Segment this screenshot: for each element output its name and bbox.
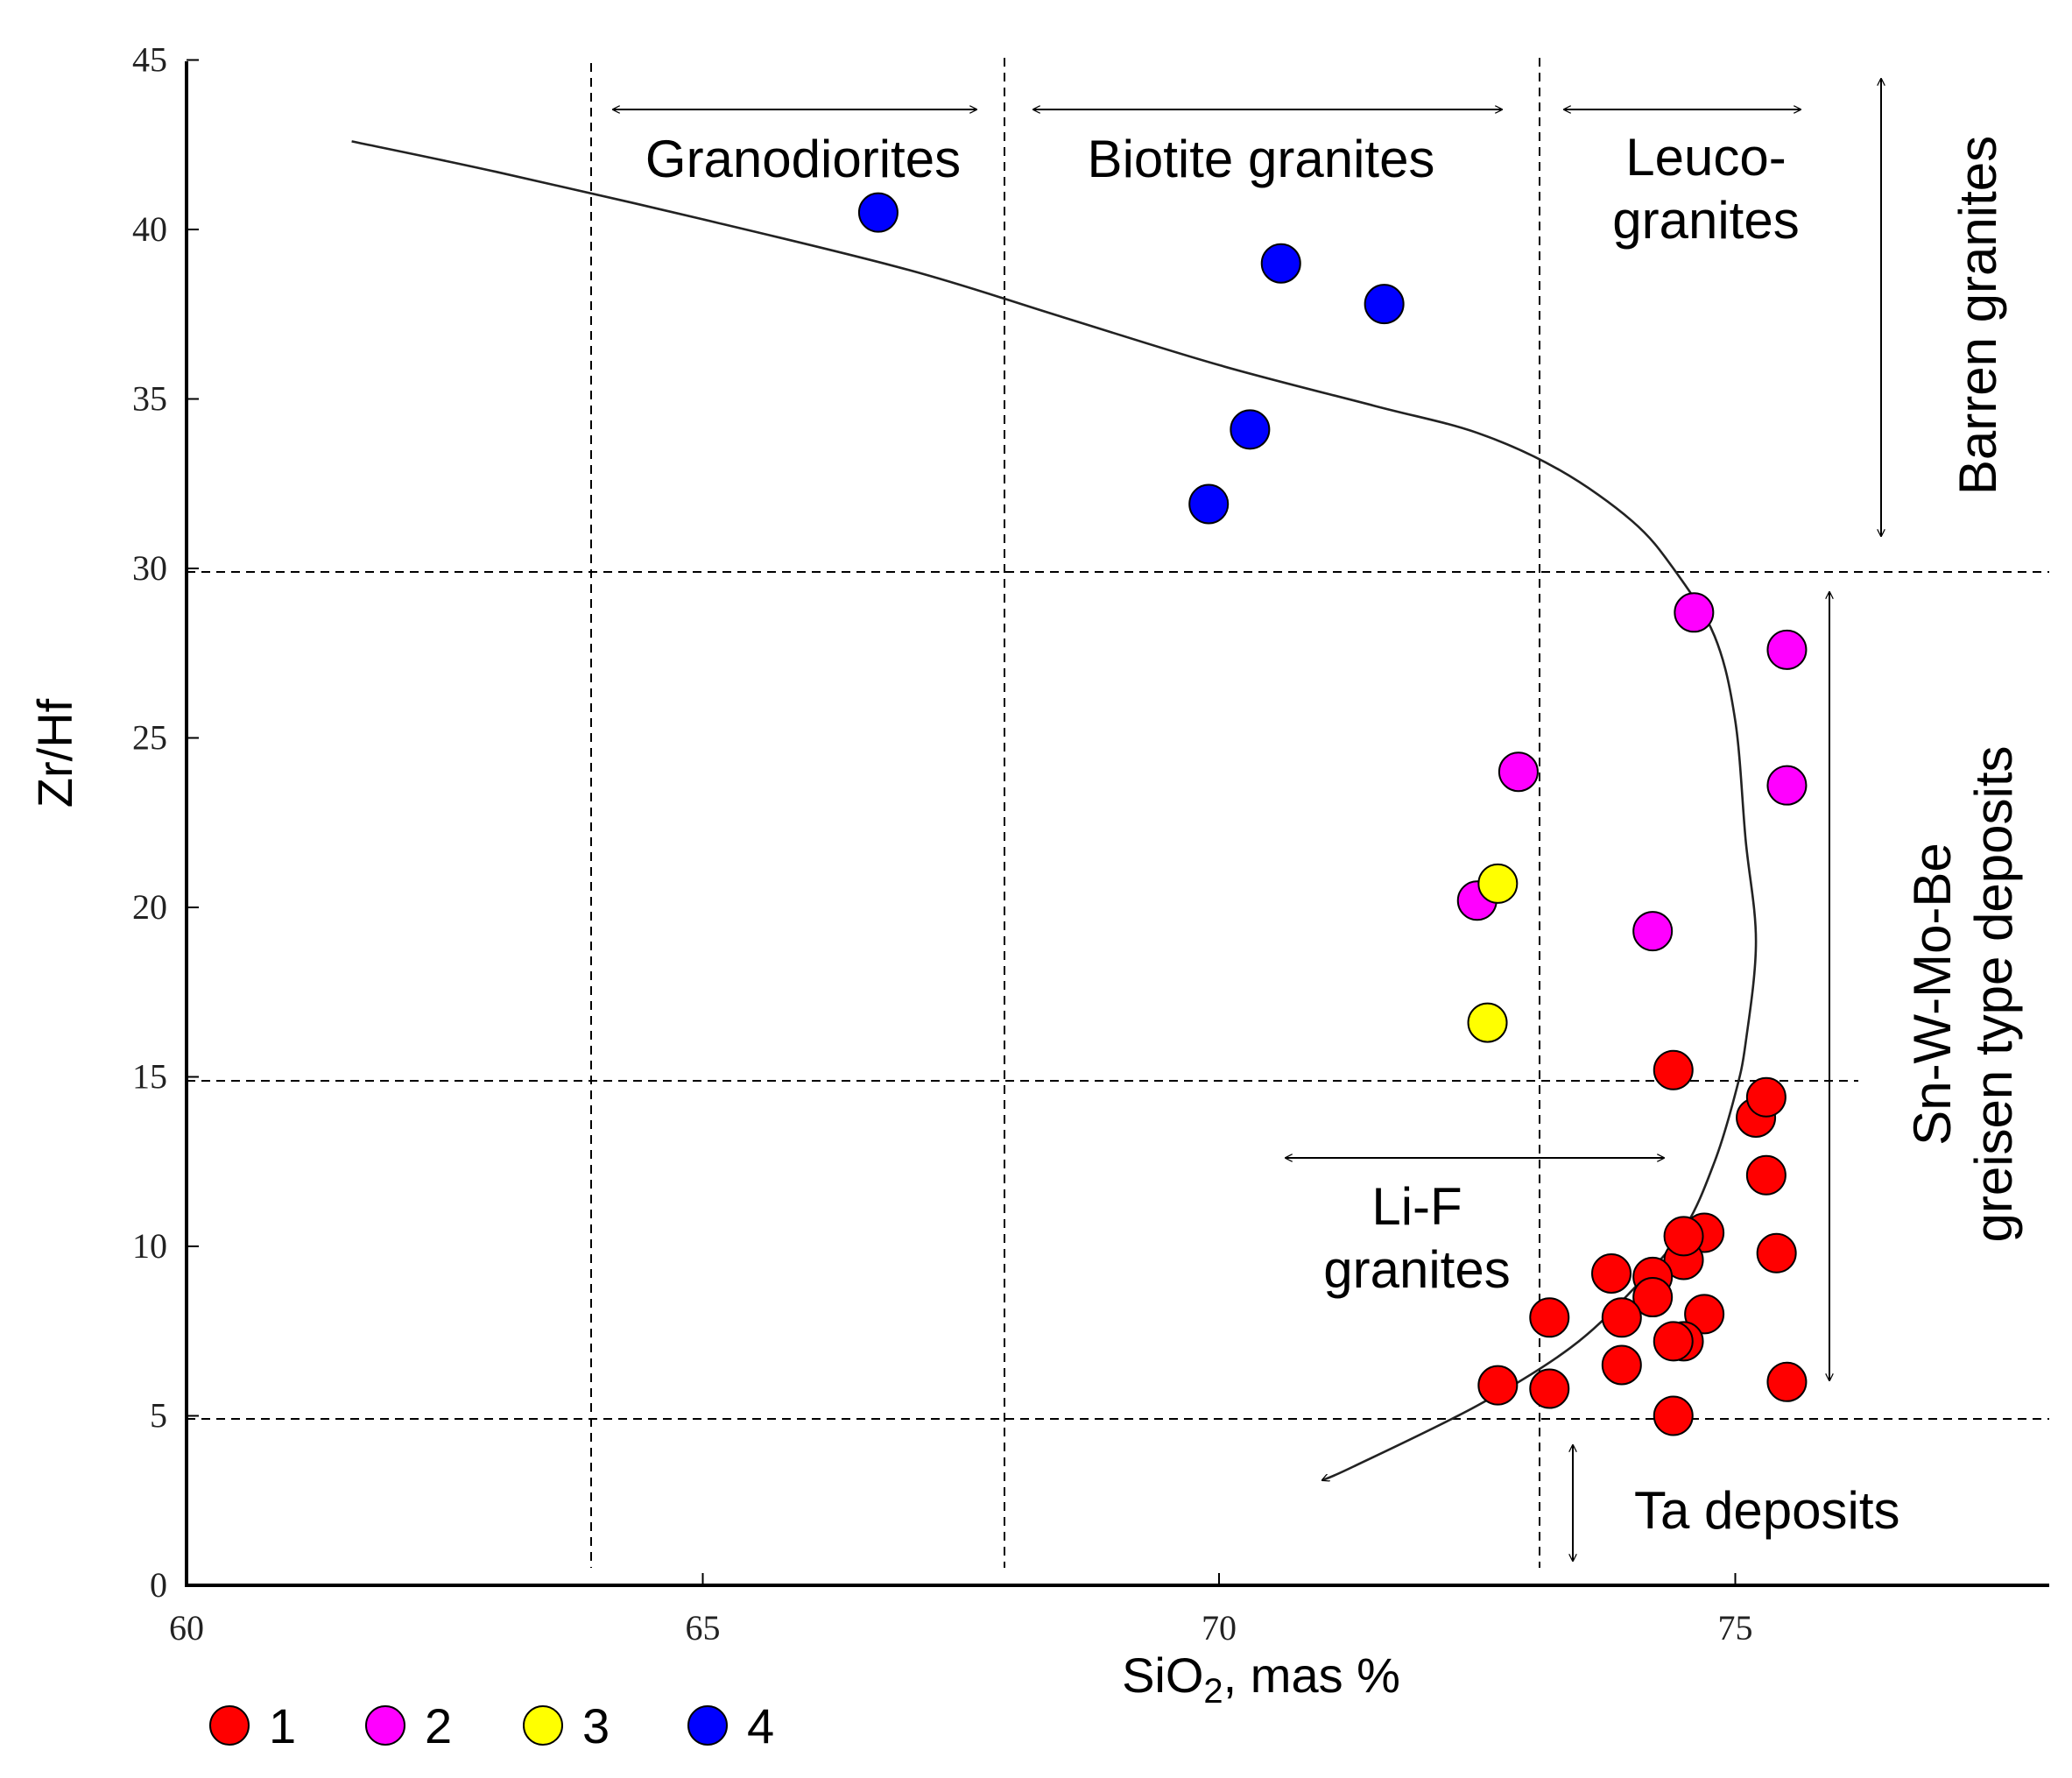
x-tick-label-65: 65 (686, 1608, 721, 1647)
point-series-4-1 (1260, 243, 1301, 284)
point-series-3-0 (1477, 863, 1519, 904)
y-tick-label-40: 40 (132, 209, 167, 249)
x-tick-label-70: 70 (1202, 1608, 1237, 1647)
y-ticks: 0 5 10 15 20 25 30 35 40 45 (132, 40, 199, 1605)
y-tick-label-25: 25 (132, 718, 167, 758)
point-series-4-4 (1188, 483, 1230, 525)
point-series-1-7 (1663, 1216, 1704, 1257)
y-tick-label-5: 5 (150, 1396, 167, 1436)
point-series-1-2 (1745, 1076, 1787, 1118)
legend-marker-1 (209, 1705, 250, 1746)
legend-marker-4 (687, 1705, 728, 1746)
ta-deposits-label: Ta deposits (1634, 1481, 1900, 1540)
point-series-1-15 (1653, 1321, 1694, 1362)
x-tick-label-60: 60 (169, 1608, 204, 1647)
legend-label-4: 4 (747, 1698, 774, 1753)
point-series-1-13 (1684, 1294, 1725, 1335)
point-series-1-8 (1591, 1252, 1632, 1294)
y-axis-label: Zr/Hf (27, 698, 82, 808)
point-series-1-20 (1653, 1395, 1694, 1436)
leucogranites-label-line1: Leuco- (1625, 128, 1786, 187)
x-tick-label-75: 75 (1718, 1608, 1753, 1647)
x-ticks: 60 65 70 75 (169, 1573, 1753, 1647)
snw-deposits-label-line2: greisen type deposits (1964, 745, 2023, 1242)
barren-granites-label: Barren granites (1949, 136, 2007, 495)
y-tick-label-10: 10 (132, 1226, 167, 1266)
point-series-1-19 (1766, 1361, 1808, 1402)
point-series-1-3 (1745, 1154, 1787, 1196)
point-series-1-18 (1529, 1368, 1570, 1409)
point-series-1-16 (1601, 1344, 1642, 1386)
point-series-2-0 (1674, 592, 1715, 633)
snw-deposits-label-line1: Sn-W-Mo-Be (1903, 843, 1962, 1146)
x-axis-label-main: SiO (1122, 1647, 1203, 1703)
point-series-1-11 (1529, 1297, 1570, 1338)
legend: 1 2 3 4 (209, 1698, 774, 1753)
lif-granites-label-line2: granites (1323, 1240, 1510, 1299)
legend-label-3: 3 (582, 1698, 610, 1753)
y-tick-label-20: 20 (132, 887, 167, 927)
y-tick-label-0: 0 (150, 1565, 167, 1605)
legend-label-1: 1 (269, 1698, 296, 1753)
point-series-1-17 (1477, 1365, 1519, 1406)
point-series-2-5 (1632, 911, 1674, 952)
lif-granites-label-line1: Li-F (1371, 1177, 1462, 1236)
trend-curve (351, 140, 1758, 1480)
point-series-1-4 (1756, 1232, 1797, 1274)
granodiorites-label: Granodiorites (645, 130, 961, 188)
y-tick-label-45: 45 (132, 40, 167, 80)
point-series-1-10 (1632, 1277, 1674, 1318)
x-axis-label-subscript: 2 (1203, 1672, 1223, 1711)
legend-marker-2 (365, 1705, 405, 1746)
legend-marker-3 (523, 1705, 563, 1746)
point-series-1-12 (1601, 1297, 1642, 1338)
point-series-2-2 (1498, 751, 1539, 793)
point-series-4-0 (857, 192, 899, 233)
annotations: Granodiorites Biotite granites Leuco- gr… (613, 79, 2023, 1561)
point-series-2-3 (1766, 765, 1808, 806)
x-axis-label: SiO2, mas % (1122, 1647, 1400, 1711)
y-tick-label-35: 35 (132, 379, 167, 419)
y-tick-label-30: 30 (132, 548, 167, 588)
biotite-granites-label: Biotite granites (1088, 130, 1435, 188)
point-series-1-0 (1653, 1049, 1694, 1090)
point-series-3-1 (1467, 1002, 1508, 1043)
data-points (857, 192, 1808, 1436)
point-series-2-1 (1766, 629, 1808, 670)
axes (185, 61, 2049, 1587)
reference-lines (187, 58, 2049, 1568)
leucogranites-label-line2: granites (1612, 191, 1799, 250)
legend-label-2: 2 (425, 1698, 452, 1753)
x-axis-label-rest: , mas % (1223, 1647, 1400, 1703)
point-series-4-2 (1364, 284, 1405, 325)
point-series-4-3 (1230, 409, 1271, 450)
y-tick-label-15: 15 (132, 1057, 167, 1097)
